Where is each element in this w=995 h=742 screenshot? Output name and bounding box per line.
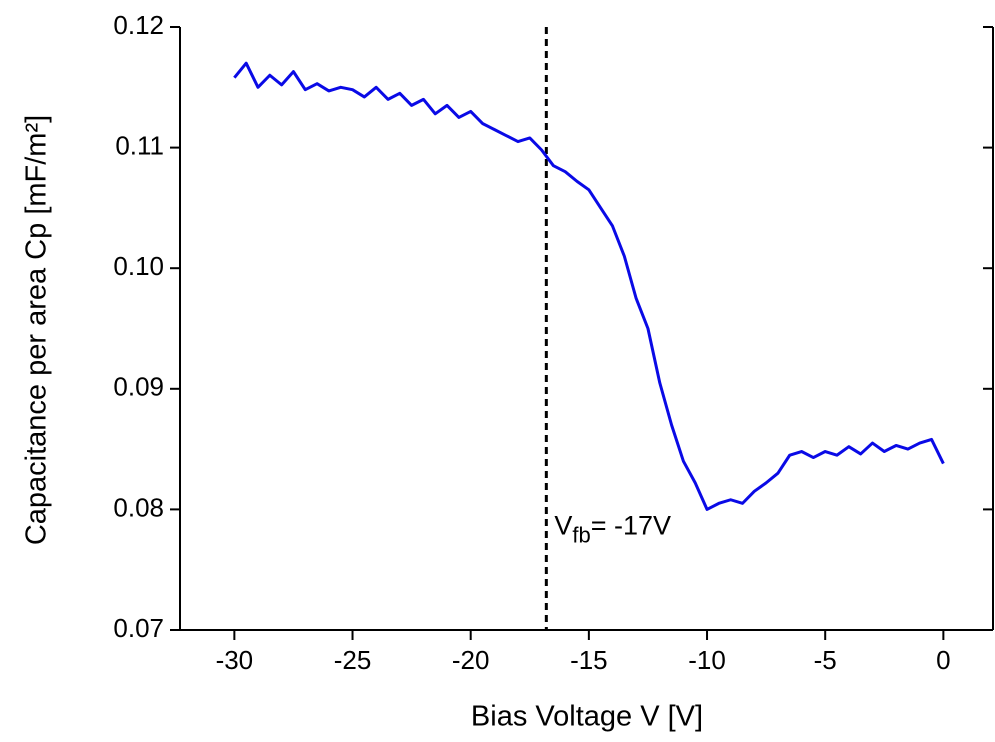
x-tick-label: -15 [570,645,608,675]
x-tick-label: -5 [814,645,837,675]
annotation: Vfb= -17V [554,511,671,548]
y-tick-label: 0.12 [113,10,164,40]
y-tick-label: 0.08 [113,492,164,522]
annotation-sub: fb [572,522,590,547]
y-tick-label: 0.10 [113,251,164,281]
y-tick-label: 0.09 [113,372,164,402]
data-line [233,61,945,511]
y-axis-label: Capacitance per area Cp [mF/m²] [21,115,53,545]
x-axis-label: Bias Voltage V [V] [471,701,703,733]
annotation-main: V [554,511,572,541]
y-tick-label: 0.07 [113,613,164,643]
x-tick-label: -30 [216,645,254,675]
annotation-rest: = -17V [591,511,671,541]
y-tick-label: 0.11 [115,130,164,160]
x-tick-label: -25 [334,645,372,675]
x-tick-label: -20 [452,645,490,675]
x-tick-label: -10 [688,645,726,675]
x-tick-label: 0 [936,645,950,675]
